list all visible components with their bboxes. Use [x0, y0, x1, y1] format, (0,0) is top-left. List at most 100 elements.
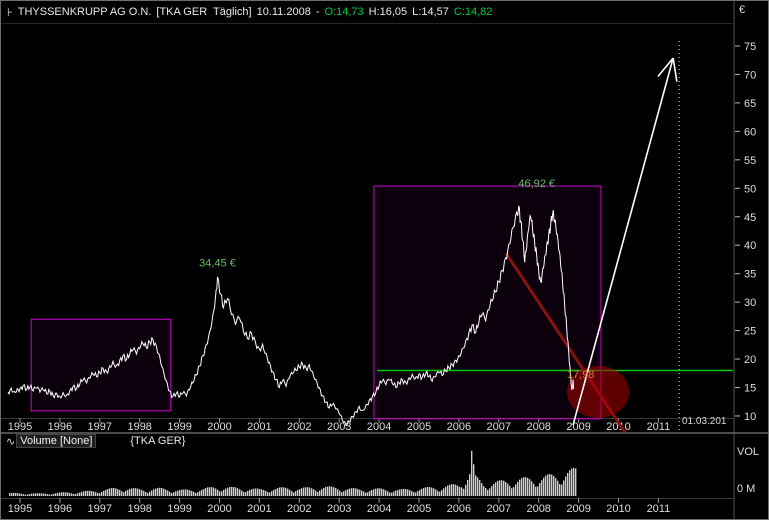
- volume-bar: [461, 487, 463, 496]
- volume-bar: [149, 491, 151, 496]
- volume-bar: [555, 478, 557, 496]
- volume-bar: [567, 472, 569, 496]
- projection-arrow-head[interactable]: [657, 57, 674, 78]
- volume-bar: [215, 488, 217, 496]
- volume-bar: [155, 488, 157, 496]
- volume-axis-label: VOL: [737, 446, 760, 458]
- volume-bar: [313, 489, 315, 496]
- volume-bar: [539, 483, 541, 496]
- x-tick-label: 2009: [566, 421, 590, 433]
- x-tick-label: 2007: [487, 503, 511, 515]
- volume-bar: [239, 489, 241, 496]
- volume-bar: [559, 483, 561, 496]
- x-tick-label: 2006: [447, 503, 471, 515]
- volume-bar: [49, 494, 51, 496]
- volume-bar: [293, 492, 295, 496]
- volume-bar: [285, 487, 287, 496]
- separator-dash: -: [315, 6, 320, 18]
- volume-bar: [205, 487, 207, 496]
- volume-bar: [219, 491, 221, 496]
- x-tick-label: 1997: [88, 421, 112, 433]
- volume-bar: [235, 487, 237, 496]
- volume-bar: [269, 492, 271, 496]
- volume-zero-label: 0 M: [737, 483, 756, 495]
- volume-bar: [241, 490, 243, 496]
- highlight-ellipse[interactable]: [567, 365, 630, 418]
- volume-bar: [177, 490, 179, 496]
- volume-panel[interactable]: [9, 450, 577, 496]
- annotation-label[interactable]: 17,98: [567, 369, 595, 381]
- volume-bar: [371, 490, 373, 496]
- volume-bar: [181, 489, 183, 496]
- volume-bar: [65, 492, 67, 496]
- volume-bar: [499, 480, 501, 496]
- volume-bar: [253, 488, 255, 496]
- volume-bar: [503, 480, 505, 496]
- volume-bar: [377, 488, 379, 496]
- volume-bar: [383, 489, 385, 496]
- volume-bar: [391, 492, 393, 496]
- y-tick-label: 45: [744, 212, 756, 224]
- x-tick-label: 1998: [127, 503, 151, 515]
- y-tick-label: 75: [744, 41, 756, 53]
- volume-bar: [525, 477, 527, 496]
- volume-bar: [333, 487, 335, 496]
- x-tick-label: 2011: [647, 503, 671, 515]
- titlebar: ⊦ THYSSENKRUPP AG O.N. [TKA GER Täglich]…: [1, 1, 732, 23]
- volume-bar: [121, 491, 123, 496]
- projection-arrow-shaft[interactable]: [572, 57, 674, 426]
- volume-bar: [321, 489, 323, 496]
- volume-bar: [35, 493, 37, 496]
- volume-bar: [217, 489, 219, 496]
- volume-bar: [303, 487, 305, 496]
- volume-bar: [357, 488, 359, 496]
- volume-bar: [271, 491, 273, 496]
- volume-bar: [143, 490, 145, 496]
- volume-indicator-label[interactable]: Volume [None]: [16, 434, 97, 448]
- volume-bar: [399, 489, 401, 496]
- low-value-label: L:14,57: [412, 6, 449, 18]
- volume-bar: [135, 488, 137, 496]
- price-panel[interactable]: 34,45 € 46,92 € 17,98: [7, 41, 733, 438]
- volume-bar: [281, 487, 283, 496]
- drawn-box-2004-2009[interactable]: [373, 185, 602, 420]
- open-value-label: O:14,73: [324, 6, 364, 18]
- volume-bar: [29, 494, 31, 496]
- projection-arrow-head[interactable]: [672, 57, 678, 82]
- volume-bar: [97, 492, 99, 496]
- volume-bar: [113, 488, 115, 496]
- volume-bar: [93, 491, 95, 496]
- annotation-label[interactable]: 34,45 €: [199, 257, 236, 269]
- y-tick-label: 55: [744, 155, 756, 167]
- y-tick-label: 65: [744, 98, 756, 110]
- volume-bar: [83, 491, 85, 496]
- volume-bar: [415, 492, 417, 496]
- chart-link-icon[interactable]: ⊦: [7, 6, 13, 19]
- volume-bar: [381, 488, 383, 496]
- drawn-box-1996-1998[interactable]: [30, 318, 172, 412]
- volume-bar: [137, 488, 139, 496]
- volume-bar: [157, 488, 159, 496]
- volume-bar: [63, 492, 65, 496]
- volume-bar: [277, 488, 279, 496]
- volume-bar: [351, 488, 353, 496]
- volume-bar: [99, 493, 101, 496]
- x-tick-label: 2005: [407, 503, 431, 515]
- volume-bar: [261, 489, 263, 496]
- volume-bar: [9, 493, 11, 496]
- volume-bar: [305, 487, 307, 496]
- volume-bar: [57, 492, 59, 496]
- volume-panel-header: ∿ Volume [None] {TKA GER}: [6, 434, 185, 448]
- y-tick-label: 15: [744, 383, 756, 395]
- annotation-label[interactable]: 46,92 €: [518, 178, 555, 190]
- volume-bar: [299, 489, 301, 496]
- volume-bar: [185, 489, 187, 496]
- volume-bar: [47, 494, 49, 496]
- volume-bar: [119, 489, 121, 496]
- volume-bar: [73, 493, 75, 496]
- x-tick-label: 2000: [207, 421, 231, 433]
- volume-bar: [183, 489, 185, 496]
- volume-bar: [19, 493, 21, 496]
- volume-bar: [509, 485, 511, 496]
